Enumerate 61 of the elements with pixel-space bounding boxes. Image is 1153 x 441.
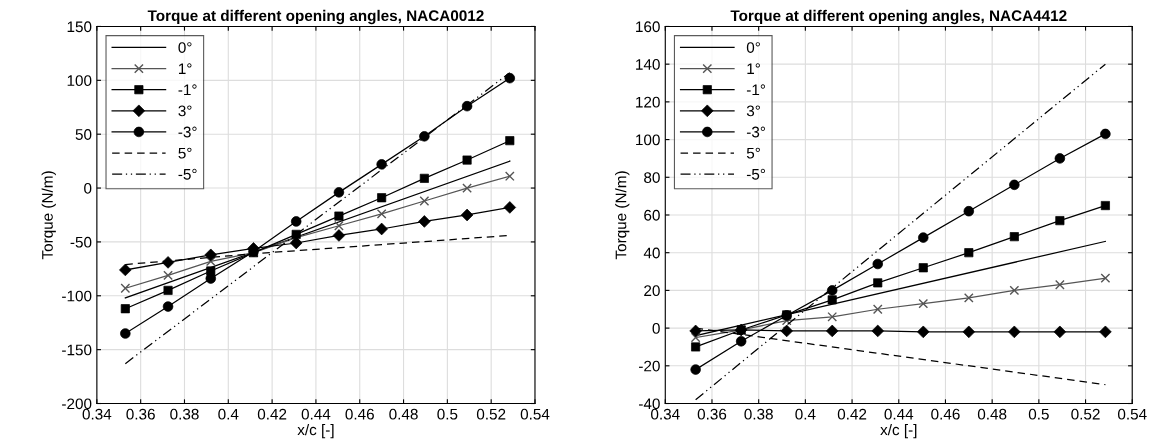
legend-label: 0°: [746, 42, 760, 53]
y-tick-label: -200: [62, 398, 92, 410]
x-tick-label: 0.38: [744, 408, 773, 420]
x-tick-label: 0.48: [389, 408, 418, 420]
y-tick-label: -40: [639, 398, 660, 410]
x-tick-label: 0.44: [301, 408, 331, 420]
x-tick-label: 0.48: [977, 408, 1007, 420]
y-tick-label: 100: [636, 134, 660, 146]
legend-label: -5°: [178, 168, 197, 180]
y-tick-label: 140: [636, 59, 660, 70]
legend-label: -3°: [178, 126, 197, 138]
y-tick-label: 50: [75, 129, 92, 140]
x-tick-label: 0.54: [1117, 408, 1147, 420]
y-tick-label: 100: [67, 75, 92, 87]
y-tick-label: 150: [67, 21, 92, 33]
legend-label: 1°: [178, 63, 192, 74]
x-tick-label: 0.36: [126, 408, 155, 420]
x-tick-label: 0.46: [931, 408, 960, 420]
x-tick-label: 0.46: [345, 408, 374, 420]
legend-label: 5°: [746, 147, 760, 159]
x-tick-label: 0.4: [795, 408, 816, 420]
y-tick-label: -20: [639, 360, 660, 372]
x-axis-title: x/c [-]: [297, 424, 334, 439]
x-tick-label: 0.54: [520, 408, 550, 420]
x-tick-label: 0.38: [170, 408, 199, 420]
y-axis-title: Torque (N/m): [41, 171, 56, 260]
y-tick-label: -100: [62, 290, 92, 302]
legend-label: 3°: [746, 105, 760, 117]
legend-label: 0°: [178, 42, 192, 53]
y-tick-label: 0: [84, 182, 92, 194]
x-tick-label: 0.42: [257, 408, 287, 420]
chart-title: Torque at different opening angles, NACA4412: [730, 9, 1067, 25]
x-tick-label: 0.5: [1028, 408, 1049, 420]
x-tick-label: 0.52: [476, 408, 506, 420]
y-tick-label: 20: [644, 285, 660, 297]
y-tick-label: 60: [644, 209, 660, 221]
x-tick-label: 0.5: [437, 408, 458, 420]
y-tick-label: -150: [62, 344, 92, 356]
legend-label: -1°: [178, 84, 197, 96]
legend-label: -3°: [746, 126, 766, 138]
legend-label: 3°: [178, 105, 192, 117]
legend-label: 5°: [178, 147, 192, 159]
x-tick-label: 0.34: [651, 408, 680, 420]
legend-label: -1°: [746, 84, 766, 96]
x-tick-label: 0.52: [1071, 408, 1100, 420]
x-axis-title: x/c [-]: [880, 424, 917, 439]
y-tick-label: -50: [70, 236, 92, 248]
y-tick-label: 160: [636, 21, 660, 33]
y-tick-label: 0: [652, 322, 660, 334]
x-tick-label: 0.4: [218, 408, 239, 420]
x-tick-label: 0.36: [697, 408, 727, 420]
y-tick-label: 120: [636, 96, 660, 108]
y-axis-title: Torque (N/m): [615, 171, 630, 260]
legend-label: 1°: [747, 63, 760, 74]
chart-title: Torque at different opening angles, NACA0012: [147, 9, 484, 25]
legend-label: -5°: [746, 168, 766, 180]
y-tick-label: 40: [643, 247, 660, 259]
y-tick-label: 80: [644, 172, 660, 183]
x-tick-label: 0.42: [837, 408, 867, 420]
x-tick-label: 0.44: [884, 408, 914, 420]
x-tick-label: 0.34: [82, 408, 112, 420]
